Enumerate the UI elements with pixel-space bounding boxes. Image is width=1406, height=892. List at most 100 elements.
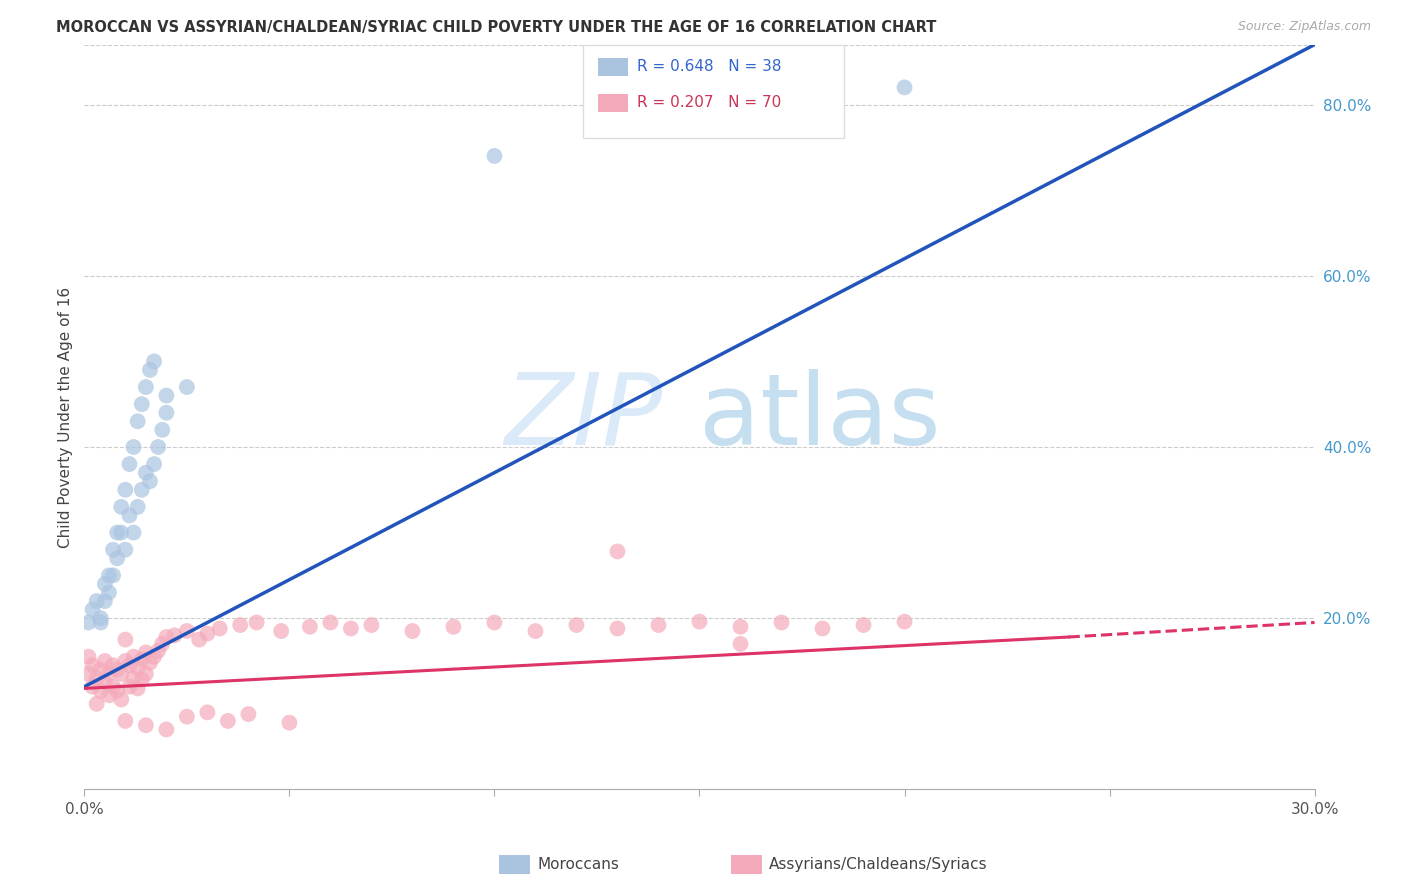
Point	[730, 637, 752, 651]
Point	[110, 666, 132, 681]
Point	[86, 594, 108, 608]
Point	[122, 525, 145, 540]
Point	[155, 723, 177, 737]
Point	[319, 615, 342, 630]
Point	[94, 594, 117, 608]
Point	[114, 632, 136, 647]
Point	[647, 618, 669, 632]
Point	[118, 457, 141, 471]
Point	[340, 622, 363, 636]
Point	[94, 675, 117, 690]
Text: R = 0.648   N = 38: R = 0.648 N = 38	[637, 60, 782, 74]
Point	[176, 624, 198, 638]
Point	[86, 697, 108, 711]
Point	[565, 618, 588, 632]
Text: R = 0.207   N = 70: R = 0.207 N = 70	[637, 95, 782, 110]
Point	[98, 568, 121, 582]
Point	[114, 483, 136, 497]
Point	[105, 551, 128, 566]
Point	[176, 709, 198, 723]
Point	[176, 380, 198, 394]
Point	[94, 577, 117, 591]
Point	[127, 681, 149, 696]
Point	[150, 423, 173, 437]
Point	[143, 649, 166, 664]
Text: MOROCCAN VS ASSYRIAN/CHALDEAN/SYRIAC CHILD POVERTY UNDER THE AGE OF 16 CORRELATI: MOROCCAN VS ASSYRIAN/CHALDEAN/SYRIAC CHI…	[56, 20, 936, 35]
Point	[94, 654, 117, 668]
Point	[101, 658, 124, 673]
Point	[606, 622, 628, 636]
Point	[135, 645, 157, 659]
Point	[110, 692, 132, 706]
Point	[131, 673, 153, 687]
Point	[893, 615, 915, 629]
Point	[118, 680, 141, 694]
Point	[730, 620, 752, 634]
Point	[689, 615, 711, 629]
Point	[90, 611, 112, 625]
Text: Assyrians/Chaldeans/Syriacs: Assyrians/Chaldeans/Syriacs	[769, 857, 987, 871]
Point	[90, 684, 112, 698]
Text: atlas: atlas	[700, 368, 941, 466]
Point	[82, 658, 104, 673]
Point	[197, 706, 219, 720]
Point	[139, 363, 162, 377]
Point	[105, 525, 128, 540]
Point	[148, 644, 170, 658]
Point	[270, 624, 292, 638]
Point	[197, 626, 219, 640]
Point	[208, 622, 231, 636]
Point	[524, 624, 547, 638]
Point	[98, 666, 121, 681]
Point	[217, 714, 239, 728]
Text: Moroccans: Moroccans	[537, 857, 619, 871]
Point	[139, 474, 162, 488]
Point	[811, 622, 834, 636]
Point	[122, 649, 145, 664]
Point	[110, 500, 132, 514]
Point	[143, 354, 166, 368]
Point	[188, 632, 211, 647]
Point	[114, 714, 136, 728]
Point	[131, 483, 153, 497]
Point	[131, 652, 153, 666]
Point	[150, 637, 173, 651]
Text: Source: ZipAtlas.com: Source: ZipAtlas.com	[1237, 20, 1371, 33]
Point	[246, 615, 269, 630]
Point	[105, 663, 128, 677]
Point	[155, 389, 177, 403]
Point	[77, 615, 100, 630]
Point	[135, 466, 157, 480]
Point	[606, 544, 628, 558]
Point	[77, 666, 100, 681]
Point	[852, 618, 875, 632]
Point	[127, 500, 149, 514]
Point	[77, 649, 100, 664]
Point	[143, 457, 166, 471]
Point	[127, 414, 149, 428]
Point	[118, 658, 141, 673]
Point	[98, 585, 121, 599]
Point	[229, 618, 252, 632]
Point	[484, 615, 506, 630]
Point	[114, 654, 136, 668]
Point	[484, 149, 506, 163]
Point	[118, 508, 141, 523]
Point	[122, 440, 145, 454]
Point	[101, 680, 124, 694]
Y-axis label: Child Poverty Under the Age of 16: Child Poverty Under the Age of 16	[58, 286, 73, 548]
Point	[155, 630, 177, 644]
Point	[114, 542, 136, 557]
Point	[238, 707, 260, 722]
Point	[90, 615, 112, 630]
Point	[155, 406, 177, 420]
Point	[110, 525, 132, 540]
Point	[135, 666, 157, 681]
Point	[122, 671, 145, 685]
Point	[401, 624, 423, 638]
Point	[139, 656, 162, 670]
Point	[135, 718, 157, 732]
Point	[278, 715, 301, 730]
Point	[86, 671, 108, 685]
Point	[101, 542, 124, 557]
